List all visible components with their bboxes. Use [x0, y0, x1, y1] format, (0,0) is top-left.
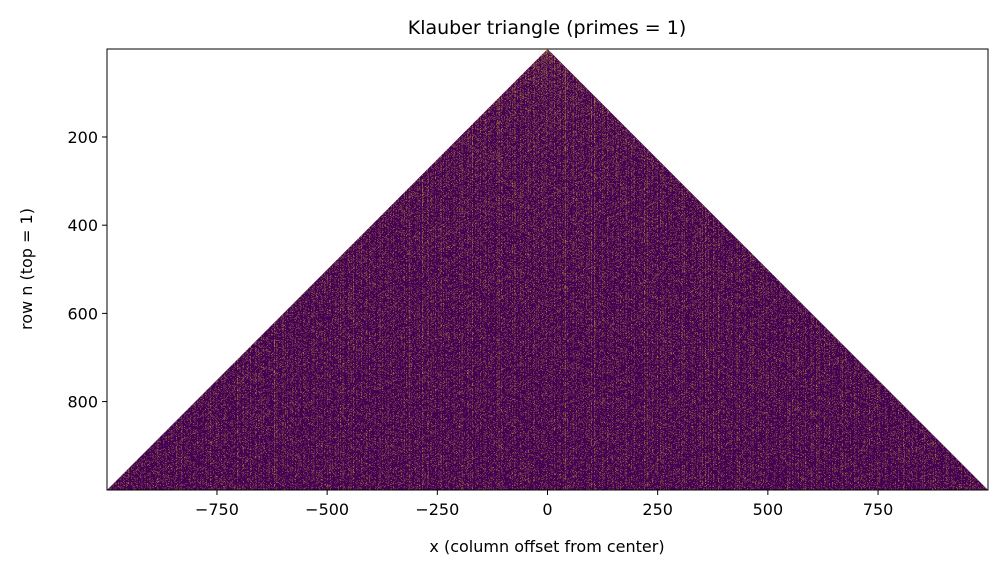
- y-tick-label: 800: [67, 393, 98, 412]
- x-axis-label: x (column offset from center): [429, 537, 664, 556]
- x-tick-label: 500: [753, 500, 784, 519]
- y-tick-label: 600: [67, 304, 98, 323]
- x-tick-label: −250: [415, 500, 459, 519]
- y-tick-label: 400: [67, 216, 98, 235]
- x-tick-label: 0: [542, 500, 552, 519]
- prime-cells: [109, 49, 986, 490]
- y-tick-label: 200: [67, 128, 98, 147]
- chart-title: Klauber triangle (primes = 1): [408, 17, 686, 39]
- x-tick-label: −500: [305, 500, 349, 519]
- y-axis-label: row n (top = 1): [17, 208, 36, 330]
- x-tick-label: 250: [642, 500, 673, 519]
- x-tick-label: 750: [863, 500, 894, 519]
- x-tick-label: −750: [195, 500, 239, 519]
